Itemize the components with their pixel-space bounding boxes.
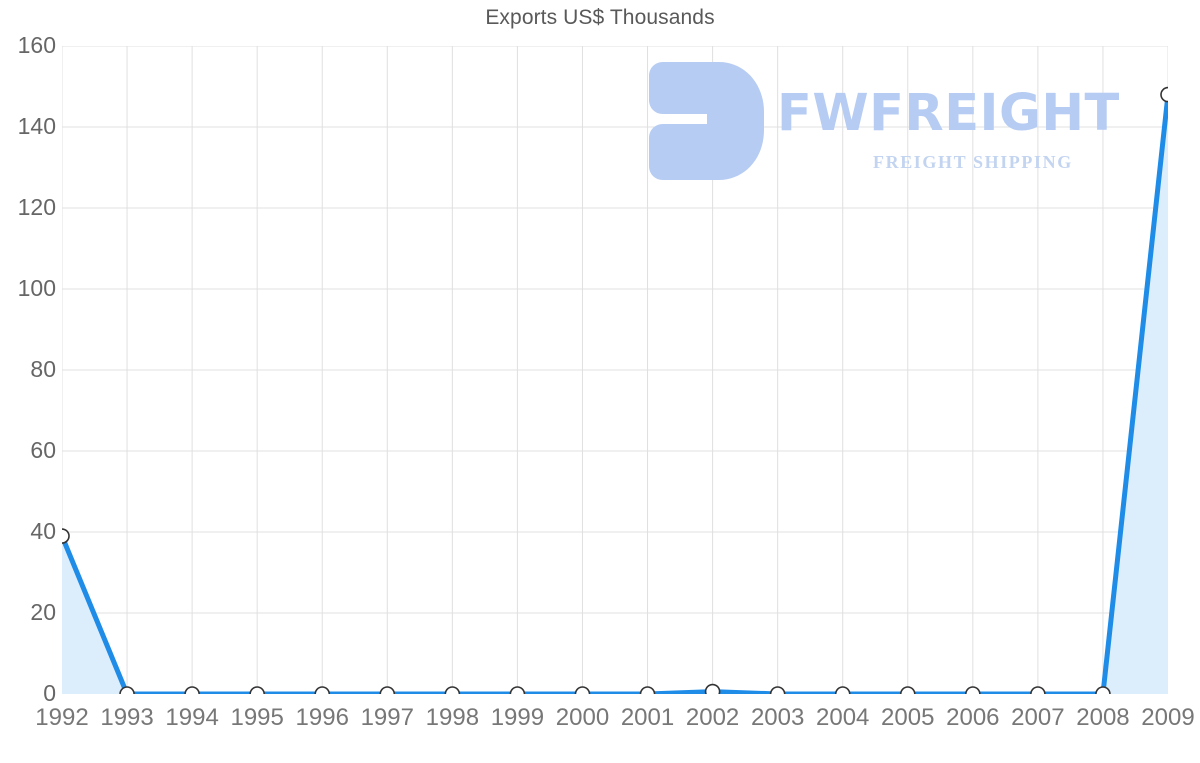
x-axis-tick-label: 1997 xyxy=(360,704,414,731)
x-axis-tick-label: 2002 xyxy=(685,704,740,731)
x-axis-tick-label: 2000 xyxy=(555,704,610,731)
data-point-markers[interactable] xyxy=(62,86,1168,694)
x-axis-tick-label: 2008 xyxy=(1076,704,1130,731)
chart-title: Exports US$ Thousands xyxy=(485,6,715,29)
chart-plot-svg xyxy=(62,46,1168,694)
data-point-marker[interactable] xyxy=(314,686,331,694)
x-axis-tick-label: 2004 xyxy=(816,704,870,731)
data-point-marker[interactable] xyxy=(899,686,916,694)
x-axis-tick-label: 1994 xyxy=(165,704,219,731)
y-axis-tick-label: 160 xyxy=(17,32,56,58)
plot-area xyxy=(62,46,1168,694)
y-axis-tick-label: 120 xyxy=(17,194,56,220)
y-axis-tick-label: 80 xyxy=(30,356,56,382)
x-axis-tick-label: 1999 xyxy=(490,704,545,731)
x-axis-tick-label: 1996 xyxy=(295,704,349,731)
data-point-marker[interactable] xyxy=(769,686,786,694)
x-axis-tick-label: 2005 xyxy=(881,704,935,731)
data-point-marker[interactable] xyxy=(574,686,591,694)
y-axis-tick-label: 60 xyxy=(30,437,56,463)
data-point-marker[interactable] xyxy=(1160,86,1168,103)
y-axis-tick-label: 0 xyxy=(43,680,56,706)
data-point-marker[interactable] xyxy=(965,686,981,694)
data-point-marker[interactable] xyxy=(1095,686,1111,694)
data-point-marker[interactable] xyxy=(1030,686,1046,694)
y-axis-tick-label: 40 xyxy=(30,518,56,544)
data-line xyxy=(62,92,1168,694)
area-fill xyxy=(62,94,1168,694)
data-point-marker[interactable] xyxy=(249,686,265,694)
data-point-marker[interactable] xyxy=(639,686,656,694)
x-axis-tick-label: 2007 xyxy=(1011,704,1065,731)
x-axis-tick-label: 2001 xyxy=(620,704,675,731)
vertical-gridlines xyxy=(62,46,1168,694)
data-point-marker[interactable] xyxy=(834,686,851,694)
y-axis-tick-label: 100 xyxy=(17,275,56,301)
data-point-marker[interactable] xyxy=(509,686,526,694)
y-axis-tick-label: 140 xyxy=(17,113,56,139)
x-axis-tick-label: 1998 xyxy=(425,704,480,731)
x-axis-tick-label: 1993 xyxy=(100,704,154,731)
x-axis-tick-label: 1995 xyxy=(230,704,284,731)
x-axis-tick-label: 1992 xyxy=(35,704,89,731)
y-axis-tick-label: 20 xyxy=(30,599,56,625)
data-point-marker[interactable] xyxy=(119,686,135,694)
data-point-marker[interactable] xyxy=(379,686,396,694)
data-point-marker[interactable] xyxy=(184,686,200,694)
data-point-marker[interactable] xyxy=(62,528,70,544)
data-point-marker[interactable] xyxy=(444,686,461,694)
data-point-marker[interactable] xyxy=(704,683,721,694)
horizontal-gridlines xyxy=(62,46,1168,694)
x-axis-tick-label: 2006 xyxy=(946,704,1000,731)
x-axis-tick-label: 2003 xyxy=(750,704,805,731)
x-axis-tick-label: 2009 xyxy=(1141,704,1195,731)
